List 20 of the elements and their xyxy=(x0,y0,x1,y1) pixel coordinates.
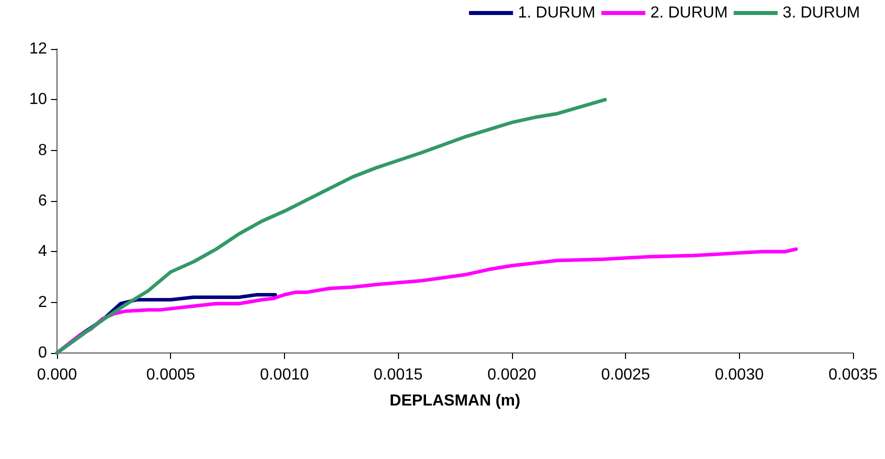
x-tick-label: 0.0030 xyxy=(714,366,764,384)
x-tick-label: 0.0025 xyxy=(601,366,650,384)
legend-label: 2. DURUM xyxy=(650,4,728,22)
x-tick-label: 0.0010 xyxy=(260,366,309,384)
y-tick-label: 4 xyxy=(38,243,48,260)
y-tick-label: 8 xyxy=(38,142,48,159)
y-tick-label: 12 xyxy=(29,40,48,58)
y-tick-label: 0 xyxy=(38,344,48,362)
y-tick-label: 2 xyxy=(38,294,48,311)
line-series xyxy=(55,98,607,355)
y-tick-label: 6 xyxy=(38,192,48,210)
x-tick-label: 0.0005 xyxy=(146,366,196,384)
x-axis-title: DEPLASMAN (m) xyxy=(390,392,520,410)
x-tick-label: 0.0015 xyxy=(374,366,423,384)
legend-label: 1. DURUM xyxy=(518,4,596,22)
x-tick-label: 0.000 xyxy=(36,366,78,384)
x-tick-label: 0.0020 xyxy=(487,366,536,384)
y-tick-label: 10 xyxy=(29,91,48,108)
x-tick-label: 0.0035 xyxy=(828,366,878,384)
legend-label: 3. DURUM xyxy=(782,4,860,22)
